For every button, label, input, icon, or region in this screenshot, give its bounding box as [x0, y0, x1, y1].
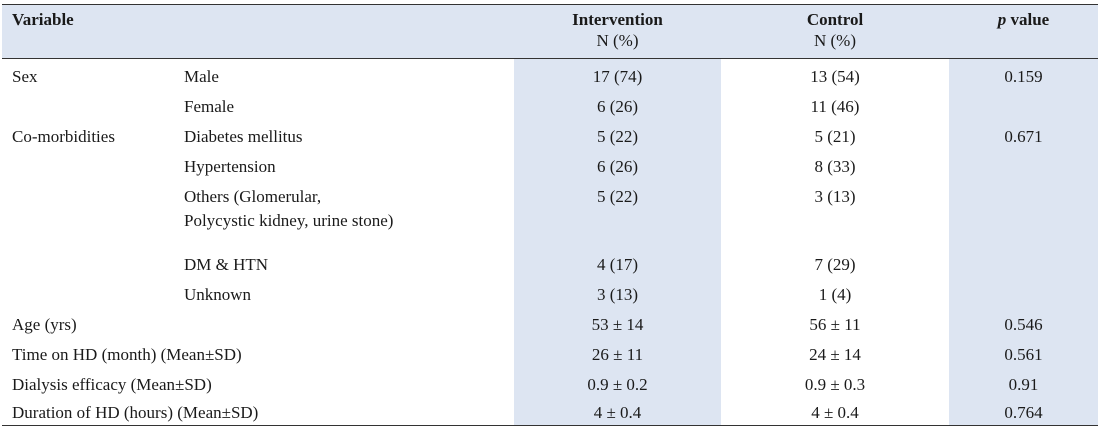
header-control-unit: N (%) [813, 31, 856, 50]
row-control: 13 (54) [810, 67, 860, 86]
row-variable: Age (yrs) [12, 315, 77, 334]
row-variable: Duration of HD (hours) (Mean±SD) [12, 403, 259, 422]
row-subcategory: Unknown [184, 285, 252, 304]
row-control: 7 (29) [814, 255, 856, 274]
row-subcategory-line2: Polycystic kidney, urine stone) [184, 211, 394, 230]
intervention-column-shade [514, 57, 721, 425]
row-intervention: 17 (74) [592, 67, 643, 86]
row-p-value: 0.159 [1004, 67, 1043, 86]
header-intervention-unit: N (%) [596, 31, 639, 50]
row-variable: Sex [12, 67, 38, 86]
row-intervention: 5 (22) [596, 127, 639, 146]
table-bottom-rule [2, 425, 1098, 426]
row-p-value: 0.671 [1004, 127, 1043, 146]
header-p-letter: p [997, 10, 1007, 29]
row-intervention: 0.9 ± 0.2 [587, 375, 648, 394]
row-intervention: 53 ± 14 [591, 315, 644, 334]
row-variable: Time on HD (month) (Mean±SD) [12, 345, 242, 364]
row-intervention: 26 ± 11 [591, 345, 644, 364]
row-intervention: 4 (17) [596, 255, 639, 274]
row-control: 3 (13) [814, 187, 856, 206]
header-control: Control [806, 10, 864, 29]
row-variable: Co-morbidities [12, 127, 115, 146]
data-table: Variable Intervention N (%) Control N (%… [2, 4, 1098, 428]
row-p-value: 0.91 [1008, 375, 1039, 394]
row-control: 11 (46) [810, 97, 860, 116]
row-intervention: 3 (13) [596, 285, 639, 304]
row-subcategory: Hypertension [184, 157, 276, 176]
row-variable: Dialysis efficacy (Mean±SD) [12, 375, 212, 394]
row-subcategory: Others (Glomerular, [184, 187, 322, 206]
header-p-suffix: value [1006, 10, 1050, 29]
row-subcategory: DM & HTN [184, 255, 269, 274]
row-subcategory: Diabetes mellitus [184, 127, 303, 146]
row-control: 1 (4) [818, 285, 852, 304]
pvalue-column-shade [949, 57, 1098, 425]
row-p-value: 0.764 [1004, 403, 1043, 422]
header-intervention: Intervention [572, 10, 663, 29]
row-control: 5 (21) [814, 127, 856, 146]
row-subcategory: Female [184, 97, 235, 116]
row-intervention: 6 (26) [596, 97, 639, 116]
row-intervention: 6 (26) [596, 157, 639, 176]
row-p-value: 0.561 [1004, 345, 1043, 364]
row-control: 24 ± 14 [809, 345, 861, 364]
row-intervention: 4 ± 0.4 [593, 403, 642, 422]
row-intervention: 5 (22) [596, 187, 639, 206]
row-p-value: 0.546 [1004, 315, 1043, 334]
row-control: 56 ± 11 [809, 315, 861, 334]
row-control: 0.9 ± 0.3 [804, 375, 866, 394]
header-p-value: p value [949, 10, 1098, 30]
header-variable: Variable [12, 10, 74, 29]
row-subcategory: Male [184, 67, 219, 86]
table-header [2, 4, 1098, 59]
row-control: 4 ± 0.4 [811, 403, 859, 422]
row-control: 8 (33) [814, 157, 856, 176]
